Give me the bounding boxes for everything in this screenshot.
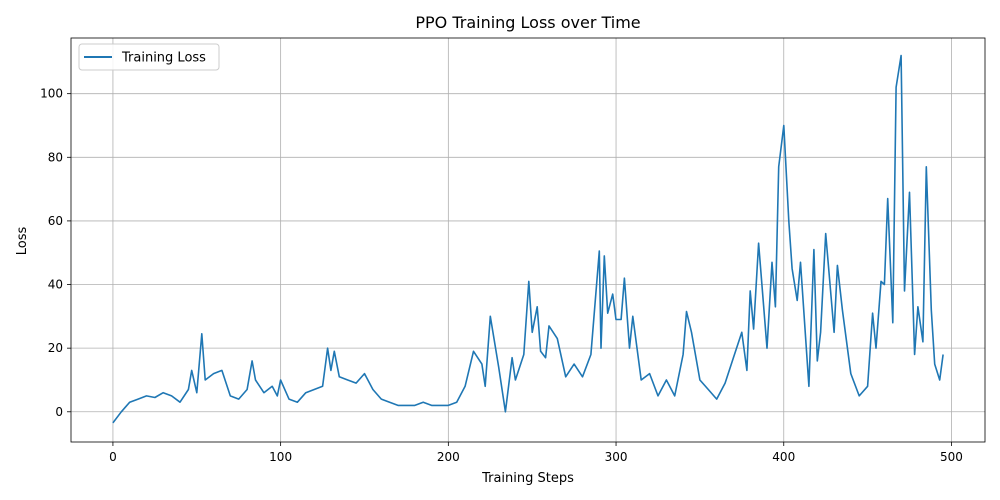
grid [71, 38, 985, 442]
series-line-training-loss [112, 54, 944, 424]
x-tick-label: 100 [269, 450, 292, 464]
y-tick-label: 40 [48, 278, 63, 292]
y-axis-label: Loss [15, 227, 30, 256]
y-tick-label: 100 [40, 87, 63, 101]
x-tick-label: 0 [109, 450, 117, 464]
x-tick-label: 200 [437, 450, 460, 464]
legend-label: Training Loss [121, 51, 206, 66]
legend: Training Loss [78, 43, 220, 71]
y-tick-label: 80 [48, 150, 63, 164]
x-tick-label: 400 [772, 450, 795, 464]
series-layer [112, 54, 944, 424]
x-tick-label: 300 [605, 450, 628, 464]
ticks: 0 100 200 300 400 500 0 20 40 60 80 100 [40, 87, 963, 464]
y-tick-label: 0 [55, 405, 63, 419]
y-tick-label: 60 [48, 214, 63, 228]
legend-box [78, 43, 220, 71]
chart-title: PPO Training Loss over Time [415, 13, 640, 32]
plot-frame [70, 37, 986, 443]
x-tick-label: 500 [940, 450, 963, 464]
x-axis-label: Training Steps [481, 471, 574, 486]
y-tick-label: 20 [48, 341, 63, 355]
